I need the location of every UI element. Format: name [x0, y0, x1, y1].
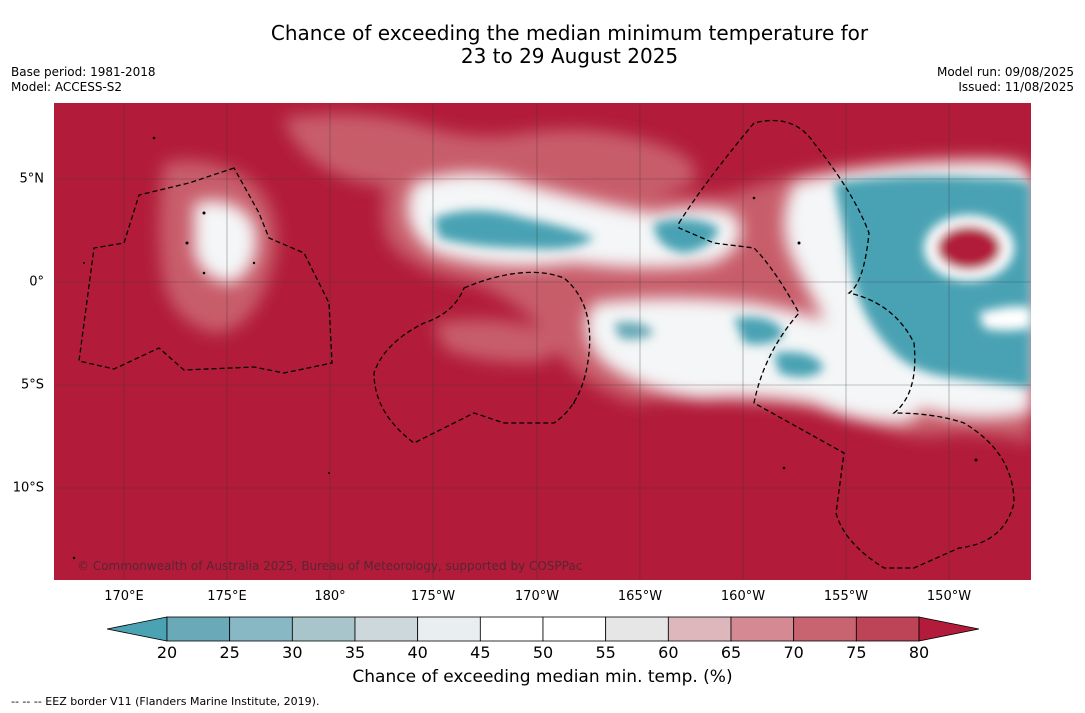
islands [72, 136, 978, 560]
model-run: Model run: 09/08/2025 [936, 65, 1074, 79]
colorbar-tick-label: 75 [846, 643, 867, 662]
colorbar [107, 616, 979, 642]
x-tick-label: 165°W [617, 589, 663, 604]
colorbar-segment [479, 616, 544, 642]
x-tick-label: 175°E [207, 589, 247, 604]
y-tick-label: 0° [29, 274, 44, 290]
y-tick-label: 5°S [20, 377, 44, 393]
title-line-2: 23 to 29 August 2025 [460, 44, 679, 68]
x-tick-label: 170°E [104, 589, 144, 604]
map-gridlines [54, 103, 1031, 580]
meta-left: Base period: 1981-2018 Model: ACCESS-S2 [11, 65, 156, 95]
meta-right: Model run: 09/08/2025 Issued: 11/08/2025 [937, 65, 1074, 95]
colorbar-tick-label: 25 [219, 643, 240, 662]
eez-footnote: -- -- -- EEZ border V11 (Flanders Marine… [11, 695, 320, 708]
base-period: Base period: 1981-2018 [11, 65, 156, 79]
colorbar-tick-label: 80 [908, 643, 930, 662]
title-line-1: Chance of exceeding the median minimum t… [270, 21, 869, 45]
colorbar-low-arrow [107, 616, 168, 642]
x-tick-label: 150°W [926, 589, 972, 604]
issued-date: Issued: 11/08/2025 [958, 80, 1074, 94]
colorbar-segment [354, 616, 419, 642]
x-tick-label: 160°W [720, 589, 766, 604]
colorbar-segment [166, 616, 231, 642]
colorbar-tick-label: 35 [344, 643, 366, 662]
colorbar-tick-label: 45 [470, 643, 491, 662]
colorbar-tick-label: 55 [595, 643, 616, 662]
ring-region [924, 215, 1031, 331]
y-tick-label: 5°N [19, 171, 45, 187]
eez-borders [78, 119, 1015, 569]
colorbar-tick-label: 40 [407, 643, 428, 662]
colorbar-tick-label: 65 [720, 643, 742, 662]
map-title: Chance of exceeding the median minimum t… [0, 22, 1085, 68]
colorbar-tick-label: 50 [532, 643, 554, 662]
colorbar-segment [229, 616, 293, 642]
colorbar-segment [855, 616, 920, 642]
y-tick-label: 10°S [12, 480, 44, 496]
colorbar-high-arrow [918, 616, 979, 642]
colorbar-segment [417, 616, 481, 642]
colorbar-tick-label: 70 [783, 643, 804, 662]
x-tick-label: 155°W [823, 589, 869, 604]
colorbar-title: Chance of exceeding median min. temp. (%… [352, 667, 733, 687]
model-name: Model: ACCESS-S2 [11, 80, 123, 94]
x-tick-label: 180° [314, 589, 346, 604]
colorbar-segment [291, 616, 356, 642]
x-tick-label: 170°W [514, 589, 560, 604]
colorbar-tick-label: 60 [658, 643, 679, 662]
colorbar-tick-label: 20 [156, 643, 178, 662]
colorbar-segment [542, 616, 607, 642]
map-canvas [54, 103, 1031, 580]
copyright-notice: © Commonwealth of Australia 2025, Bureau… [77, 559, 583, 573]
colorbar-segment [605, 616, 669, 642]
colorbar-segment [730, 616, 795, 642]
x-tick-label: 175°W [410, 589, 456, 604]
colorbar-tick-label: 30 [282, 643, 303, 662]
colorbar-segment [793, 616, 857, 642]
colorbar-segment [667, 616, 732, 642]
forecast-map: © Commonwealth of Australia 2025, Bureau… [54, 103, 1031, 580]
